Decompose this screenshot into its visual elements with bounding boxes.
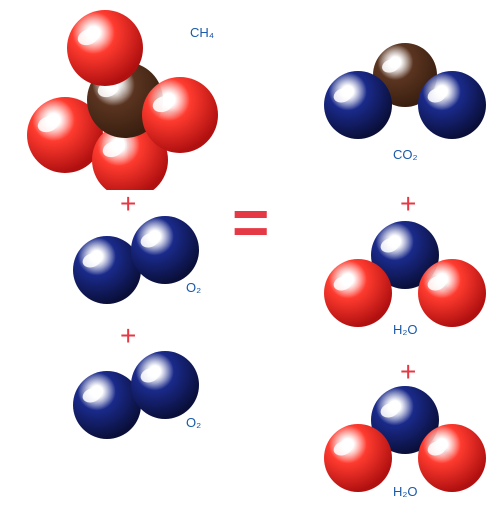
plus-icon: + <box>120 190 136 218</box>
label-o2-1: O₂ <box>186 280 201 295</box>
label-o2-2: O₂ <box>186 415 201 430</box>
label-co2: CO₂ <box>393 147 418 162</box>
label-h2o-1: H₂O <box>393 322 418 337</box>
plus-icon: + <box>400 190 416 218</box>
equals-icon: = <box>232 190 265 254</box>
molecule-h2o-1 <box>320 215 490 335</box>
molecule-o2-1 <box>65 210 215 310</box>
label-h2o-2: H₂O <box>393 484 418 499</box>
plus-icon: + <box>400 358 416 386</box>
molecule-h2o-2 <box>320 380 490 500</box>
label-ch4: CH₄ <box>190 25 214 40</box>
plus-icon: + <box>120 322 136 350</box>
reaction-diagram: CH₄ O₂ O₂ CO₂ H₂O H₂O + + + + = <box>0 0 500 500</box>
molecule-o2-2 <box>65 345 215 445</box>
molecule-co2 <box>320 40 490 150</box>
